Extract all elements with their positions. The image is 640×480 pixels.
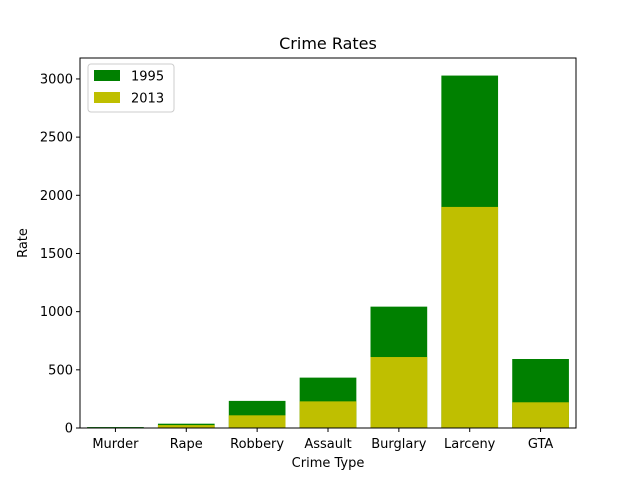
legend-swatch-2013: [94, 92, 120, 103]
y-tick-label: 1000: [40, 305, 73, 320]
bar-2013-assault: [299, 401, 357, 428]
x-axis-label: Crime Type: [292, 456, 365, 471]
chart-title: Crime Rates: [279, 34, 377, 53]
x-tick-label: Assault: [304, 437, 351, 452]
x-tick-label: Murder: [92, 437, 139, 452]
x-tick-label: Larceny: [444, 437, 496, 452]
bar-2013-burglary: [370, 357, 428, 428]
y-axis-label: Rate: [16, 228, 31, 258]
x-axis: Murder Rape Robbery Assault Burglary Larceny G…: [92, 428, 553, 452]
y-tick-label: 500: [48, 363, 73, 378]
bar-group: [87, 75, 569, 428]
y-tick-label: 1500: [40, 247, 73, 262]
bar-2013-rape: [157, 425, 215, 428]
bar-2013-robbery: [228, 415, 286, 428]
legend-label-1995: 1995: [131, 70, 164, 85]
plot-area-frame: [79, 57, 577, 429]
bar-2013-gta: [512, 402, 569, 428]
legend-swatch-1995: [94, 70, 120, 81]
x-tick-label: Robbery: [230, 437, 284, 452]
y-axis: 0 500 1000 1500 2000 2500 3000: [40, 72, 80, 437]
y-tick-label: 0: [65, 422, 73, 437]
x-tick-label: GTA: [528, 437, 554, 452]
y-tick-label: 2000: [40, 189, 73, 204]
bar-2013-larceny: [441, 206, 499, 428]
legend-label-2013: 2013: [131, 92, 164, 107]
y-tick-label: 3000: [40, 72, 73, 87]
x-tick-label: Burglary: [371, 437, 426, 452]
x-tick-label: Rape: [170, 437, 203, 452]
y-tick-label: 2500: [40, 131, 73, 146]
legend: 1995 2013: [87, 63, 175, 113]
